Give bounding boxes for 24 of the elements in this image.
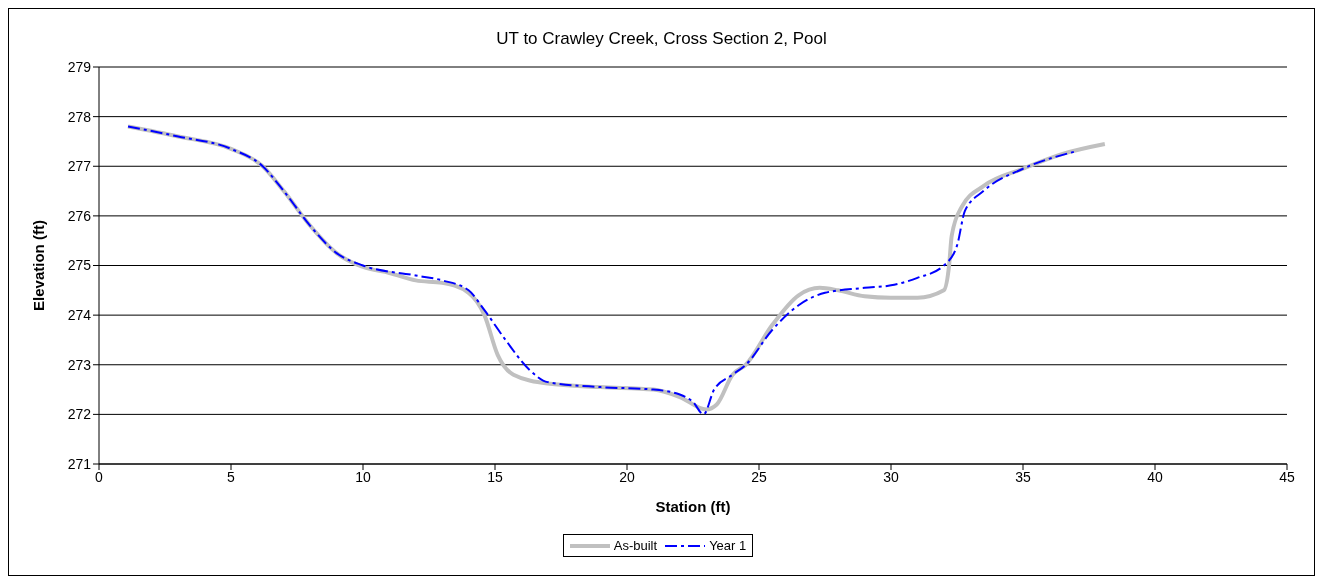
x-tick-label: 5 bbox=[227, 468, 236, 485]
y-tick-label: 275 bbox=[67, 257, 92, 274]
x-tick-label: 25 bbox=[751, 468, 767, 485]
y-tick-label: 273 bbox=[67, 356, 92, 373]
y-tick-label: 276 bbox=[67, 207, 92, 224]
y-tick-label: 279 bbox=[67, 58, 92, 75]
y-tick-label: 278 bbox=[67, 108, 92, 125]
x-tick-label: 20 bbox=[619, 468, 635, 485]
chart-title: UT to Crawley Creek, Cross Section 2, Pool bbox=[495, 29, 828, 50]
x-tick-label: 15 bbox=[487, 468, 503, 485]
x-tick-label: 45 bbox=[1279, 468, 1295, 485]
y-tick-label: 274 bbox=[67, 307, 92, 324]
y-axis-title: Elevation (ft) bbox=[30, 220, 48, 311]
x-tick-label: 40 bbox=[1147, 468, 1163, 485]
y-tick-label: 272 bbox=[67, 406, 92, 423]
legend-label: As-built bbox=[612, 538, 658, 553]
x-axis-title: Station (ft) bbox=[655, 498, 731, 515]
x-tick-label: 35 bbox=[1015, 468, 1031, 485]
x-tick-label: 30 bbox=[883, 468, 899, 485]
y-tick-label: 271 bbox=[67, 455, 92, 472]
x-tick-label: 0 bbox=[95, 468, 104, 485]
x-tick-label: 10 bbox=[355, 468, 371, 485]
legend-label: Year 1 bbox=[708, 538, 747, 553]
y-tick-label: 277 bbox=[67, 158, 92, 175]
